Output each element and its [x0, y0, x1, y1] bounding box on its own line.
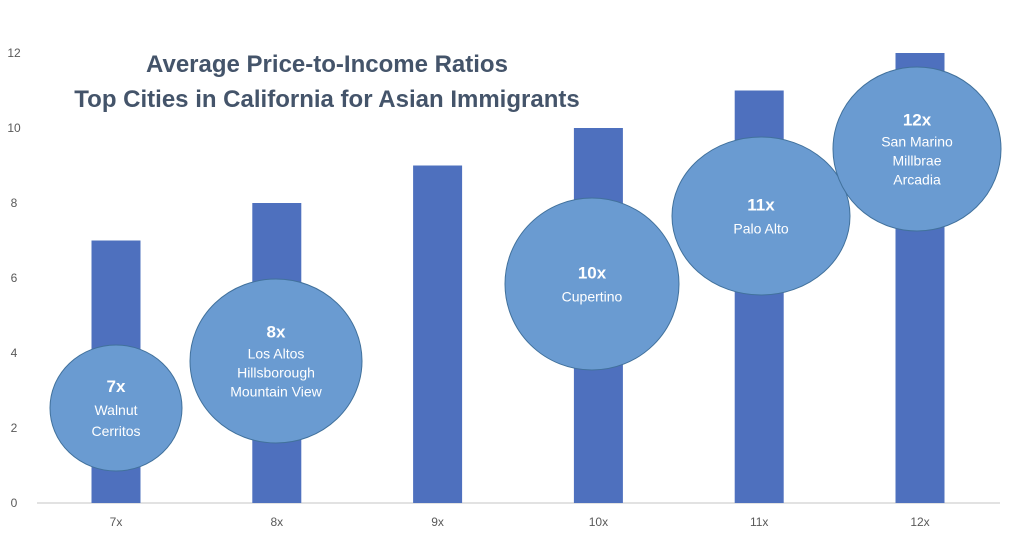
bubble-heading: 8x: [267, 323, 286, 342]
bubble-shape: [189, 278, 363, 444]
y-tick-label: 2: [11, 421, 18, 435]
bubble-7x: 7x Walnut Cerritos: [49, 344, 183, 472]
bubble-city: Cupertino: [562, 289, 623, 305]
bubble-city: Hillsborough: [237, 365, 315, 381]
x-tick-label: 7x: [110, 515, 123, 529]
bubble-city: Millbrae: [892, 153, 941, 169]
bubble-shape: [832, 66, 1002, 232]
bubble-heading: 12x: [903, 111, 932, 130]
bubble-city: Cerritos: [91, 423, 140, 439]
y-tick-label: 12: [7, 46, 21, 60]
y-tick-label: 0: [11, 496, 18, 510]
bubble-shape: [504, 197, 680, 371]
x-tick-label: 9x: [431, 515, 444, 529]
bubble-10x: 10x Cupertino: [504, 197, 680, 371]
bubble-city: Walnut: [94, 402, 137, 418]
chart-title-line-1: Average Price-to-Income Ratios: [146, 51, 508, 78]
bubble-city: San Marino: [881, 134, 953, 150]
bubble-city: Mountain View: [230, 384, 322, 400]
bubble-city: Palo Alto: [733, 221, 788, 237]
x-tick-label: 10x: [589, 515, 608, 529]
chart-title-line-2: Top Cities in California for Asian Immig…: [74, 86, 579, 113]
bubble-11x: 11x Palo Alto: [671, 136, 851, 296]
bubble-city: Los Altos: [248, 346, 305, 362]
bubble-heading: 11x: [747, 196, 775, 215]
bubble-shape: [671, 136, 851, 296]
y-tick-label: 8: [11, 196, 18, 210]
y-tick-label: 6: [11, 271, 18, 285]
x-tick-label: 8x: [270, 515, 283, 529]
bubble-8x: 8x Los Altos Hillsborough Mountain View: [189, 278, 363, 444]
y-tick-label: 10: [7, 121, 21, 135]
bubble-heading: 7x: [107, 377, 126, 396]
bar-9x: [413, 165, 463, 503]
bubble-heading: 10x: [578, 264, 607, 283]
y-tick-label: 4: [11, 346, 18, 360]
x-tick-label: 11x: [750, 515, 768, 529]
bubble-city: Arcadia: [893, 172, 941, 188]
bubble-12x: 12x San Marino Millbrae Arcadia: [832, 66, 1002, 232]
bubble-shape: [49, 344, 183, 472]
x-tick-label: 12x: [910, 515, 929, 529]
